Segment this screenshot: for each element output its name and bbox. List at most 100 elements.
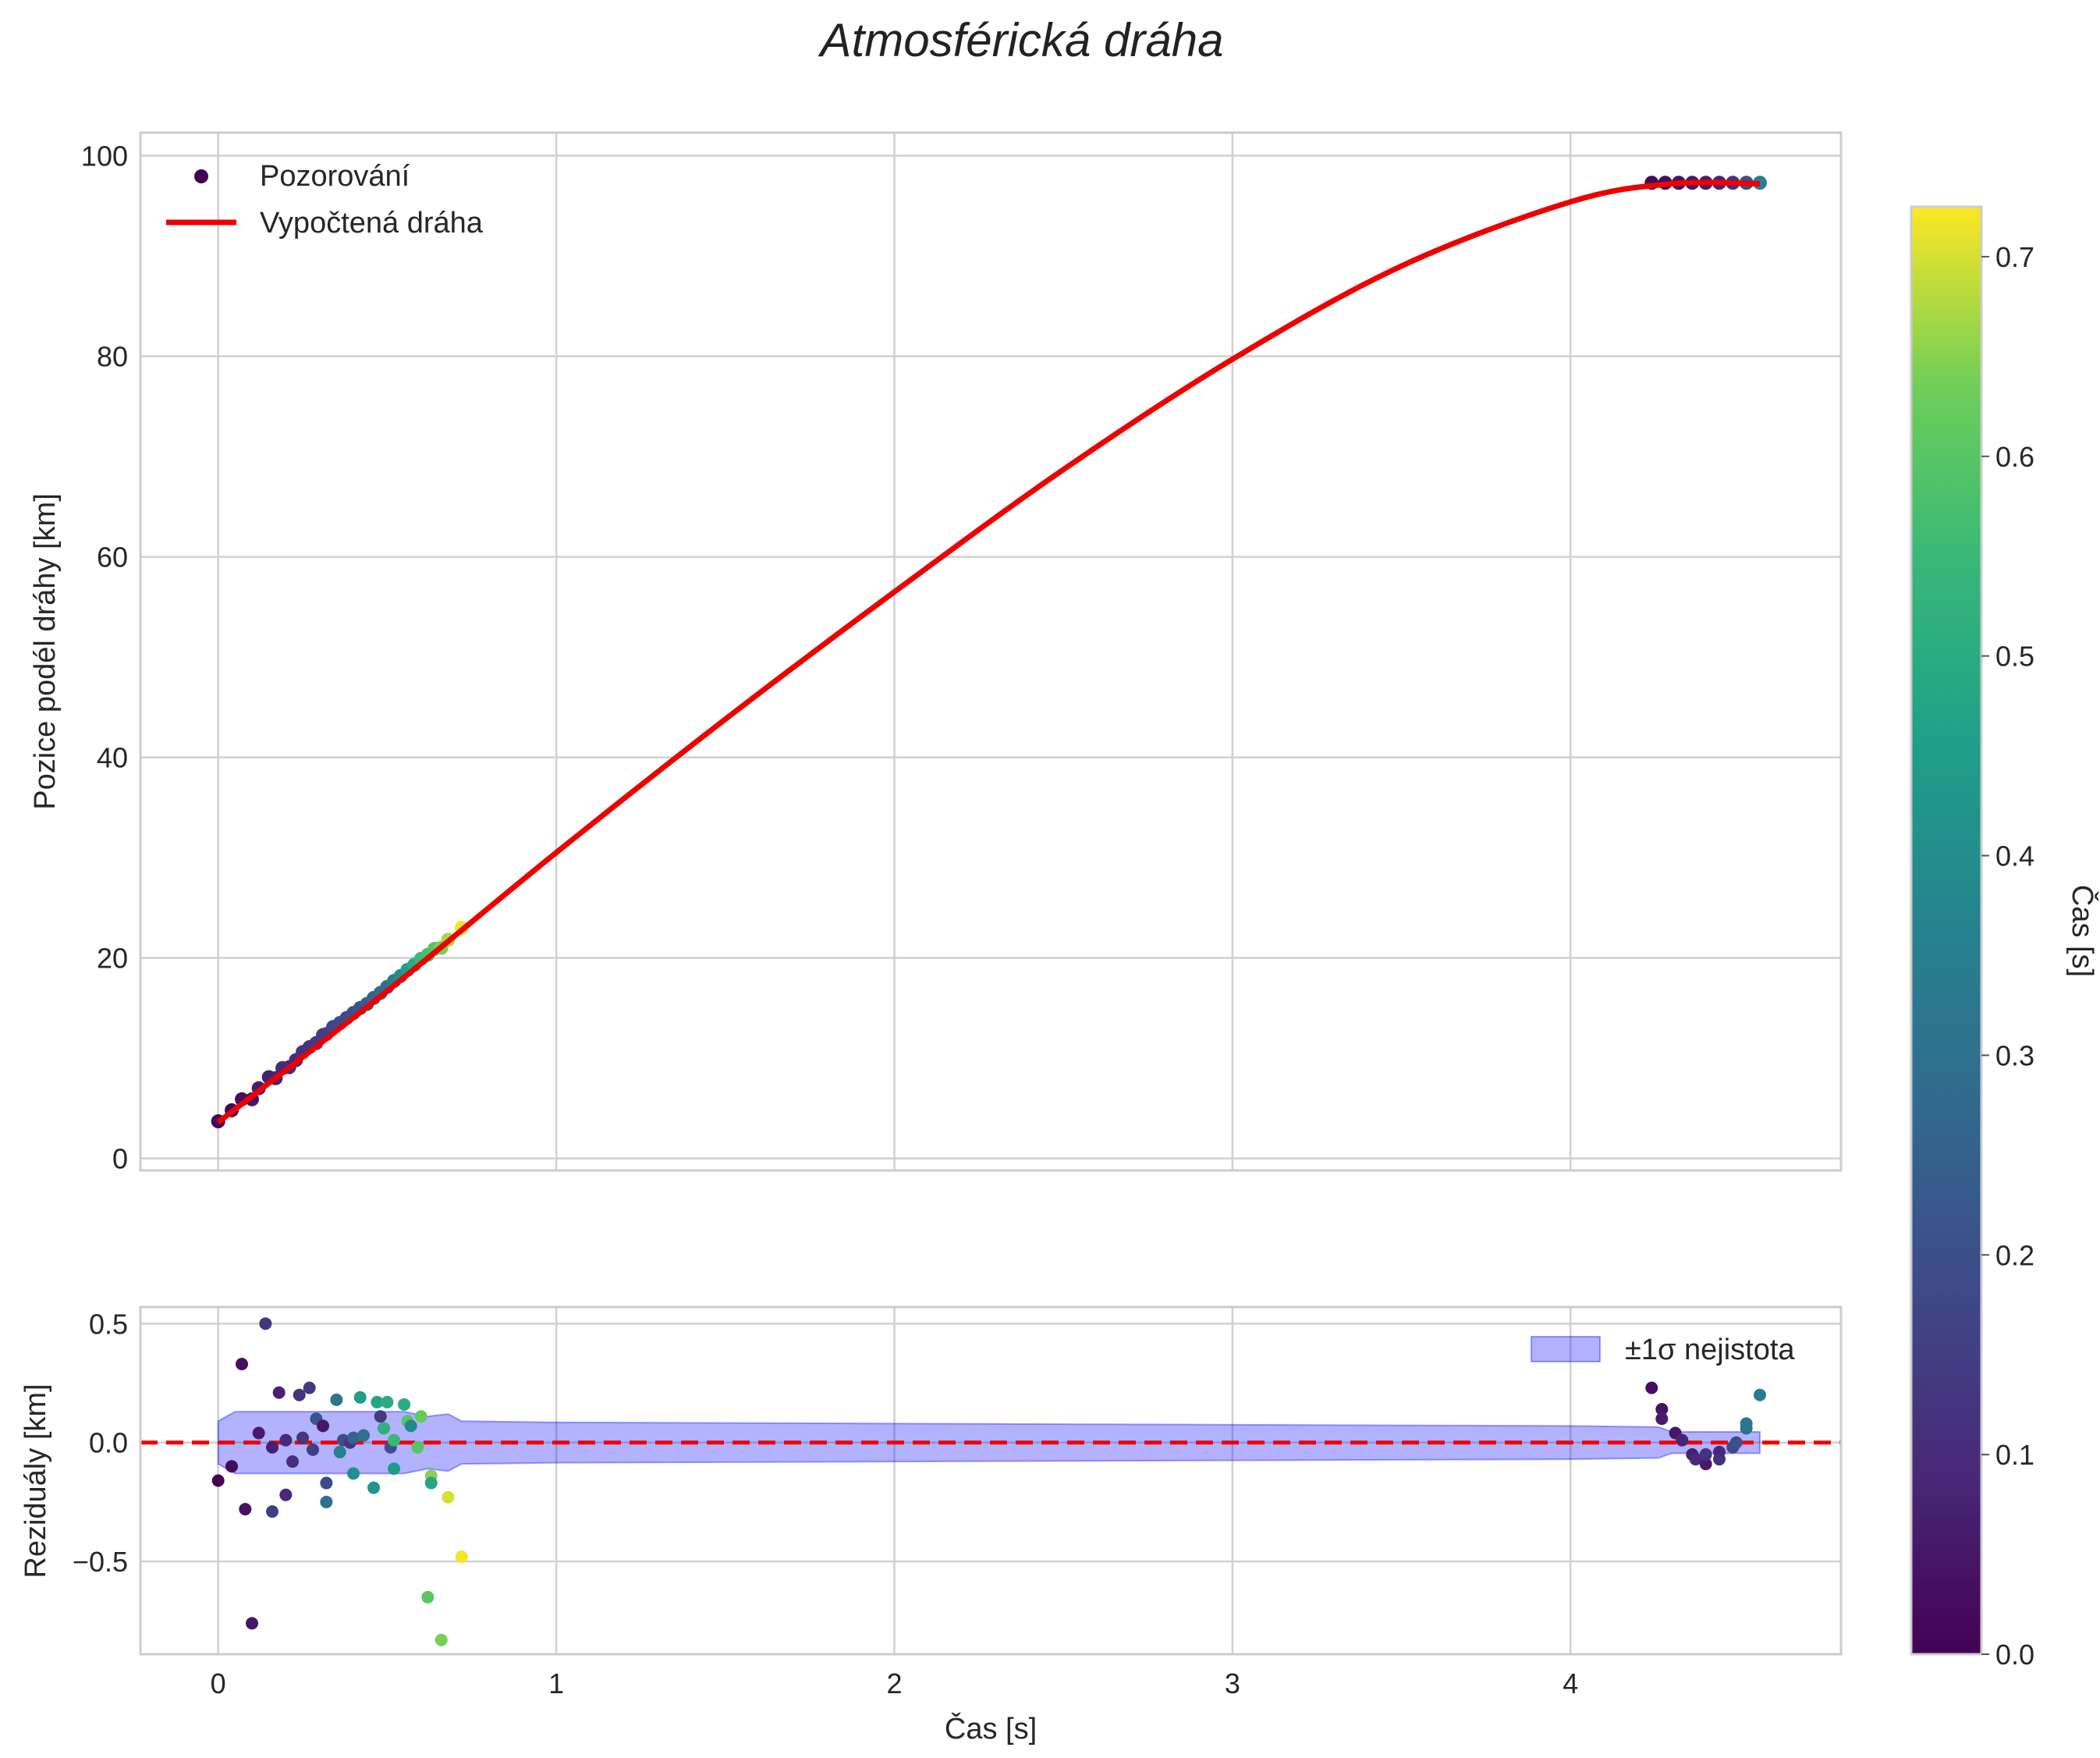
residual-point xyxy=(404,1419,417,1433)
residual-point xyxy=(296,1431,310,1444)
residual-point xyxy=(303,1381,316,1394)
x-tick-label: 3 xyxy=(1225,1667,1240,1699)
colorbar-tick-label: 0.6 xyxy=(1995,441,2034,473)
legend-trajectory-label: Vypočtená dráha xyxy=(260,207,484,240)
colorbar-ticks: 0.0 0.1 0.2 0.3 0.4 0.5 0.6 0.7 xyxy=(1981,241,2034,1671)
residual-point xyxy=(388,1462,401,1476)
residual-point xyxy=(211,1474,225,1487)
top-y-tick-label: 20 xyxy=(97,943,128,975)
residual-point xyxy=(286,1455,300,1469)
bottom-y-tick-label: 0.0 xyxy=(89,1427,128,1459)
residual-point xyxy=(414,1410,427,1423)
residual-point xyxy=(347,1467,360,1480)
colorbar-tick-label: 0.5 xyxy=(1995,641,2034,673)
residual-point xyxy=(293,1388,306,1401)
bottom-legend: ±1σ nejistota xyxy=(1531,1334,1795,1366)
top-panel: 0 20 40 60 80 100 Pozice podél dráhy [km] Poz… xyxy=(29,131,1843,1175)
residual-point xyxy=(398,1398,411,1411)
bottom-y-tick-label: 0.5 xyxy=(89,1308,128,1340)
residual-point xyxy=(317,1419,330,1433)
residual-point xyxy=(239,1503,252,1516)
residual-point xyxy=(442,1490,455,1504)
residual-point xyxy=(1740,1417,1753,1430)
top-grid xyxy=(140,133,1841,1170)
residual-point xyxy=(1689,1453,1702,1466)
top-y-axis-label: Pozice podél dráhy [km] xyxy=(29,493,62,810)
residual-point xyxy=(411,1440,424,1454)
residual-point xyxy=(1645,1381,1658,1394)
residual-point xyxy=(259,1317,272,1330)
residual-point xyxy=(320,1476,333,1490)
residual-point xyxy=(1655,1412,1669,1426)
colorbar-tick-label: 0.0 xyxy=(1995,1639,2034,1671)
legend-band-swatch xyxy=(1531,1336,1601,1362)
residual-point xyxy=(371,1395,384,1408)
residual-point xyxy=(1753,1388,1766,1401)
residual-point xyxy=(266,1505,279,1518)
computed-trajectory-line xyxy=(216,179,1760,1125)
legend-observation-marker xyxy=(194,169,208,183)
chart-title: Atmosférická dráha xyxy=(818,14,1224,66)
residual-point xyxy=(236,1358,249,1371)
colorbar-tick-label: 0.1 xyxy=(1995,1439,2034,1471)
residual-point xyxy=(320,1495,333,1508)
bottom-y-axis-label: Reziduály [km] xyxy=(20,1383,52,1578)
colorbar-gradient xyxy=(1911,207,1981,1654)
residual-point xyxy=(1712,1453,1726,1466)
x-tick-label: 4 xyxy=(1563,1667,1578,1699)
colorbar-tick-label: 0.2 xyxy=(1995,1239,2034,1271)
residual-point xyxy=(272,1386,286,1399)
residual-point xyxy=(435,1633,448,1646)
residual-point xyxy=(1699,1447,1712,1461)
residual-point xyxy=(388,1433,401,1447)
top-y-tick-label: 80 xyxy=(97,341,128,373)
colorbar-tick-label: 0.3 xyxy=(1995,1039,2034,1071)
top-y-ticks: 0 20 40 60 80 100 xyxy=(81,140,128,1175)
residual-point xyxy=(353,1390,367,1404)
uncertainty-band xyxy=(217,1411,1761,1475)
top-y-tick-label: 0 xyxy=(112,1143,128,1175)
colorbar-tick-label: 0.7 xyxy=(1995,241,2034,273)
observation-points xyxy=(211,176,1767,1129)
top-y-tick-label: 100 xyxy=(81,140,128,172)
residual-point xyxy=(279,1433,293,1447)
residual-point xyxy=(1676,1433,1689,1447)
colorbar-frame xyxy=(1910,205,1983,1656)
colorbar-label: Čas [s] xyxy=(2066,885,2100,977)
x-tick-label: 1 xyxy=(548,1667,564,1699)
residual-point xyxy=(381,1395,394,1408)
residual-point xyxy=(421,1590,435,1604)
x-tick-label: 2 xyxy=(886,1667,902,1699)
residual-point xyxy=(367,1481,381,1494)
residual-point xyxy=(1699,1458,1712,1471)
x-axis-label: Čas [s] xyxy=(945,1711,1037,1746)
residual-point xyxy=(307,1443,320,1456)
residual-point xyxy=(279,1488,293,1501)
bottom-x-ticks: 0 1 2 3 4 xyxy=(211,1667,1579,1699)
residual-point xyxy=(246,1617,259,1630)
residual-point xyxy=(455,1550,468,1564)
residual-point xyxy=(225,1460,239,1473)
residual-point xyxy=(1655,1403,1669,1416)
top-axes-frame xyxy=(139,131,1843,1172)
legend-band-label: ±1σ nejistota xyxy=(1625,1334,1795,1366)
residual-point xyxy=(374,1410,387,1423)
top-legend: Pozorování Vypočtená dráha xyxy=(166,160,484,240)
residual-point xyxy=(266,1440,279,1454)
residual-point xyxy=(424,1476,438,1490)
residual-point xyxy=(1729,1436,1743,1449)
colorbar-tick-label: 0.4 xyxy=(1995,840,2034,872)
residual-point xyxy=(252,1426,265,1440)
residual-point xyxy=(330,1393,343,1406)
bottom-y-tick-label: −0.5 xyxy=(73,1546,128,1578)
residual-point xyxy=(347,1431,360,1444)
colorbar: 0.0 0.1 0.2 0.3 0.4 0.5 0.6 0.7 Čas [s] xyxy=(1910,205,2100,1671)
x-tick-label: 0 xyxy=(211,1667,226,1699)
residual-point xyxy=(333,1445,346,1458)
top-y-tick-label: 60 xyxy=(97,542,128,574)
top-y-tick-label: 40 xyxy=(97,742,128,774)
bottom-y-ticks: −0.5 0.0 0.5 xyxy=(73,1308,128,1578)
residual-point xyxy=(357,1429,371,1442)
